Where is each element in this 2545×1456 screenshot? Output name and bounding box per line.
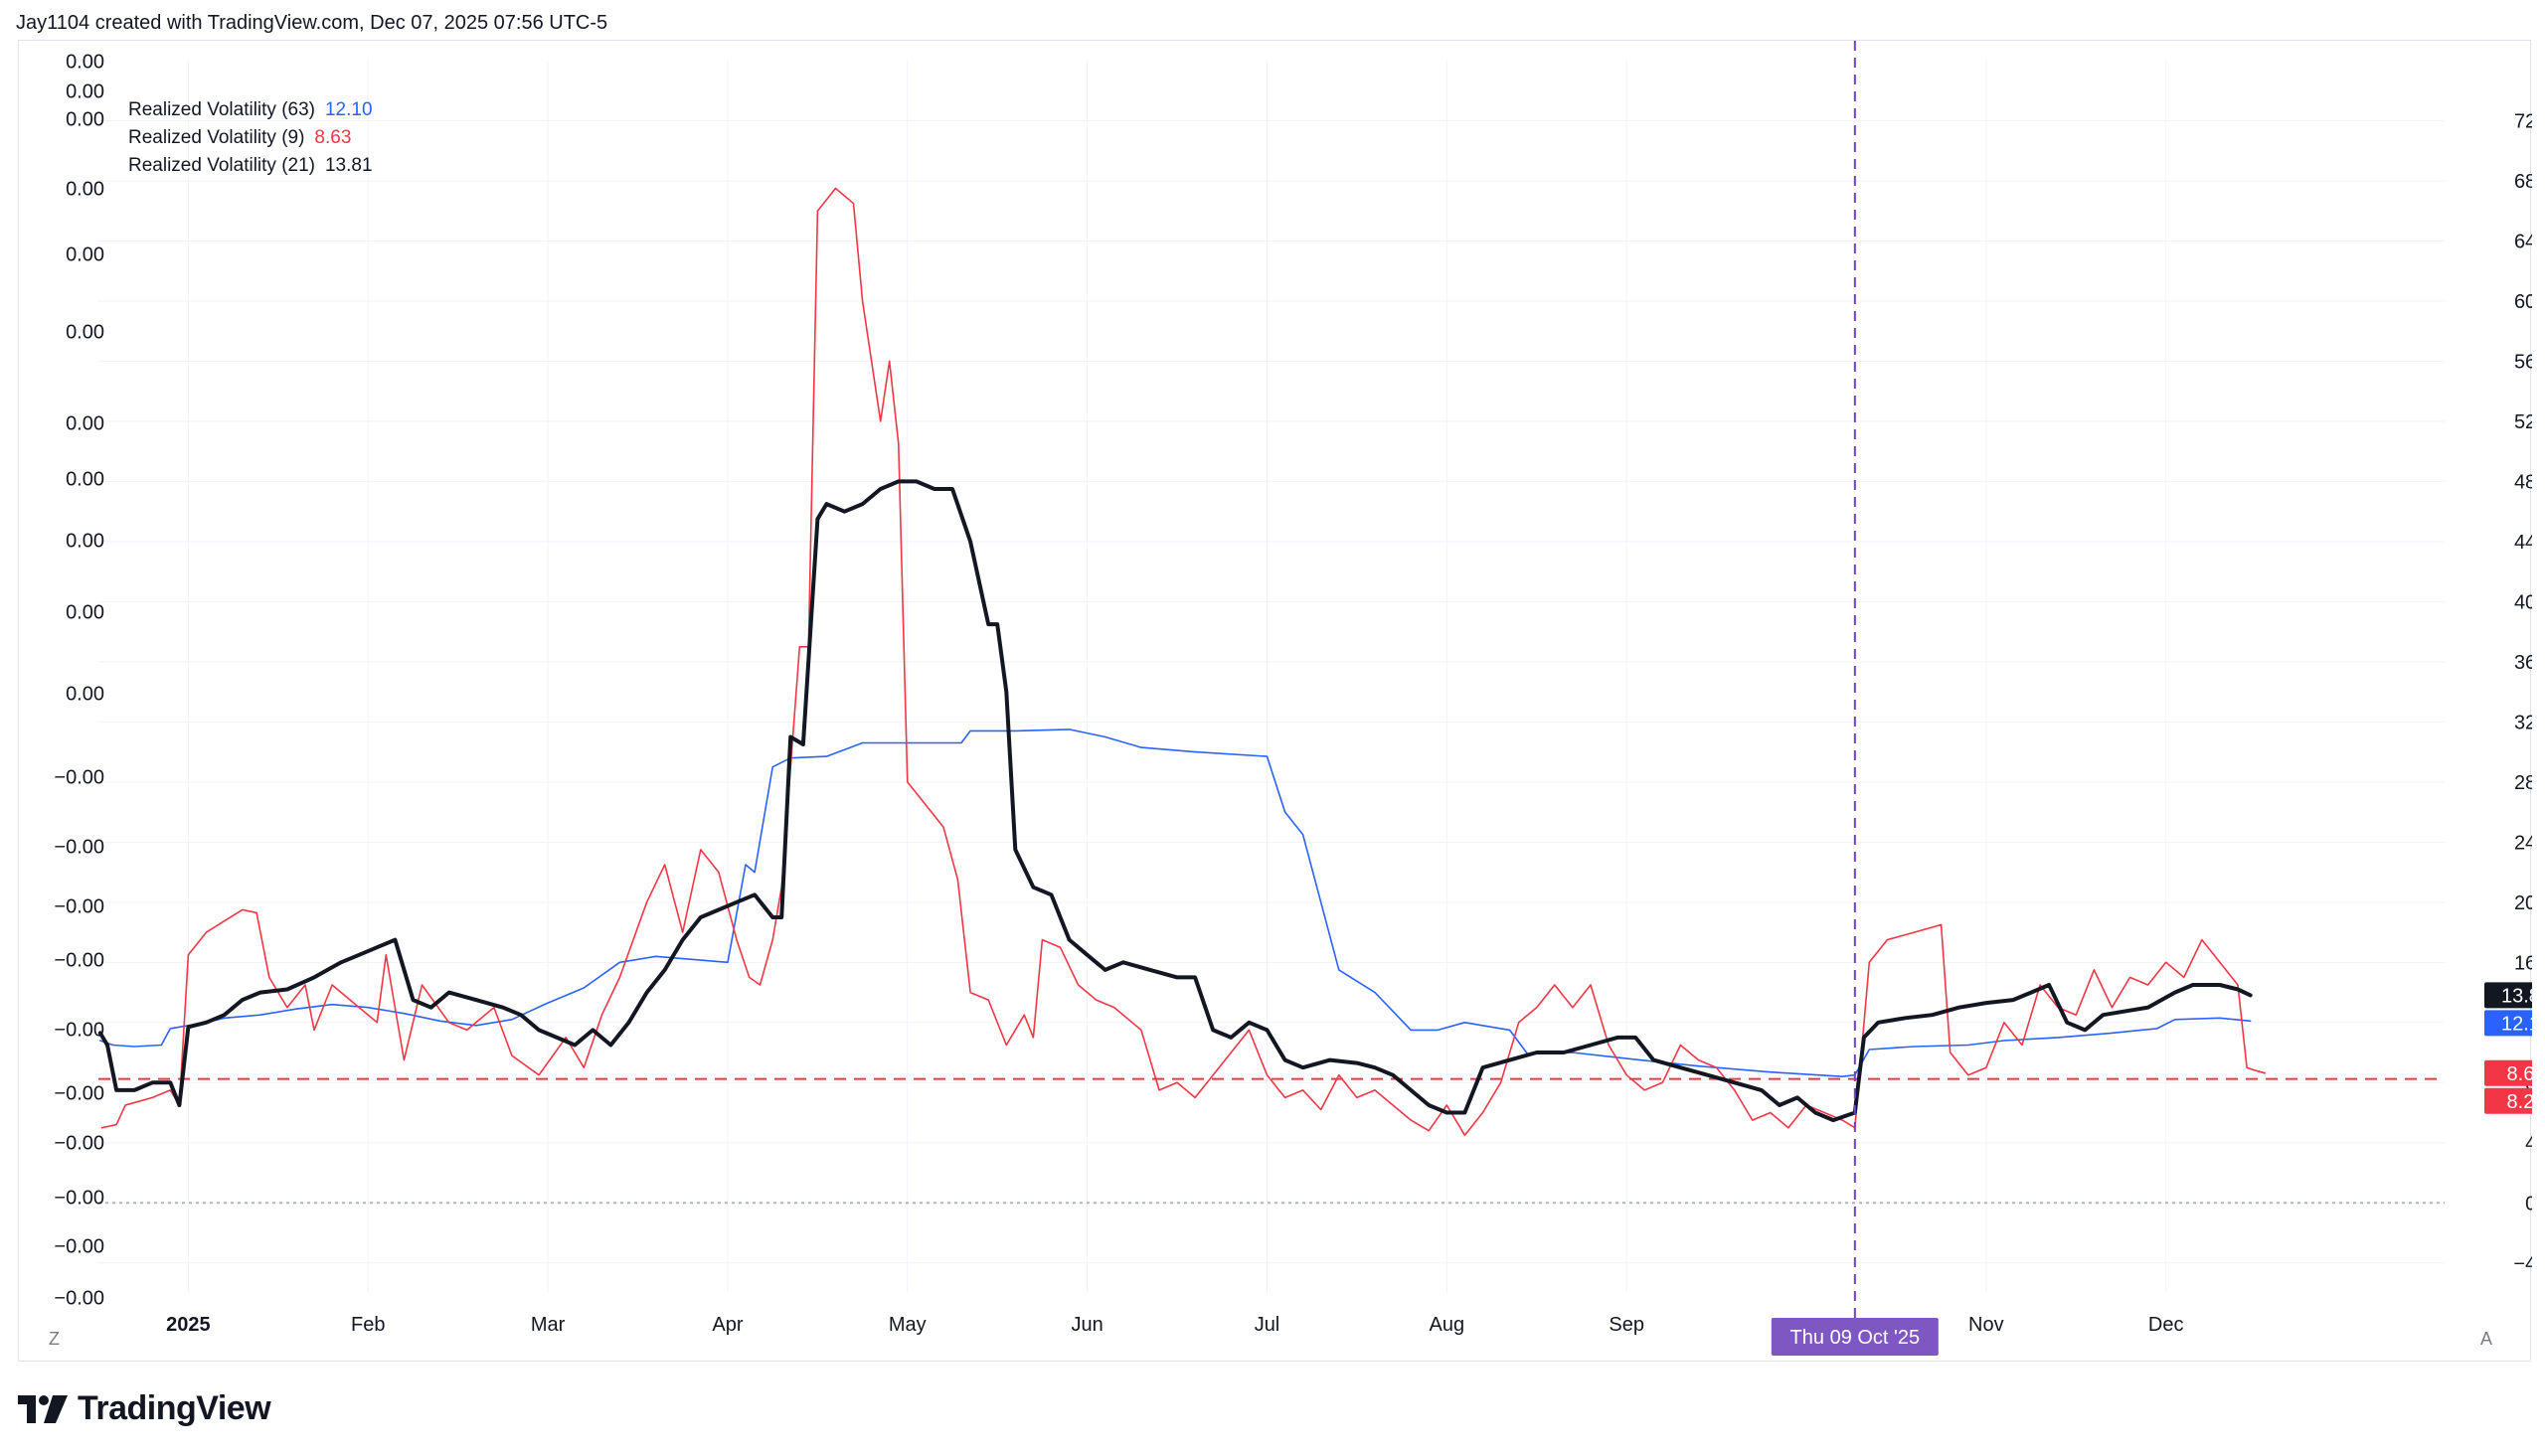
- left-scale-tick-label: −0.00: [54, 1187, 104, 1210]
- left-scale-tick-label: 0.00: [66, 51, 104, 74]
- left-scale-tick-label: 0.00: [66, 601, 104, 624]
- left-scale-tick-label: 0.00: [66, 178, 104, 201]
- bottom-left-scale-mode-button[interactable]: Z: [49, 1329, 60, 1349]
- y-tick-label: 68.00: [2514, 171, 2532, 193]
- price-badge: [2484, 1087, 2532, 1114]
- y-tick-label: 48.00: [2514, 471, 2532, 493]
- legend-name: Realized Volatility (63): [128, 99, 315, 120]
- legend-value: 8.63: [314, 127, 352, 148]
- price-badge-label: 13.81: [2501, 985, 2532, 1007]
- x-tick-label: Feb: [351, 1314, 385, 1336]
- y-tick-label: 36.00: [2514, 652, 2532, 674]
- x-tick-label: Aug: [1430, 1314, 1465, 1336]
- y-tick-label: 60.00: [2514, 291, 2532, 313]
- legend-name: Realized Volatility (9): [128, 127, 305, 148]
- chart-frame[interactable]: −4.000.004.008.0012.0016.0020.0024.0028.…: [18, 40, 2532, 1363]
- y-tick-label: 64.00: [2514, 231, 2532, 252]
- left-scale-tick-label: 0.00: [66, 530, 104, 553]
- x-tick-label: Dec: [2148, 1314, 2184, 1336]
- y-tick-label: 40.00: [2514, 591, 2532, 613]
- y-tick-label: 32.00: [2514, 712, 2532, 733]
- tradingview-logo-icon: [18, 1394, 68, 1423]
- x-tick-label: Jul: [1255, 1314, 1280, 1336]
- price-badge: [2484, 1059, 2532, 1086]
- series-line-rv21[interactable]: [97, 479, 2253, 1123]
- legend-name: Realized Volatility (21): [128, 155, 315, 176]
- y-tick-label: 4.00: [2525, 1133, 2532, 1155]
- y-tick-label: 20.00: [2514, 892, 2532, 914]
- left-scale-tick-label: −0.00: [54, 1082, 104, 1105]
- left-scale-tick-label: 0.00: [66, 321, 104, 344]
- left-scale-tick-label: 0.00: [66, 81, 104, 103]
- left-scale-tick-label: −0.00: [54, 1235, 104, 1258]
- left-scale-tick-label: −0.00: [54, 1287, 104, 1310]
- x-tick-label: Mar: [531, 1314, 566, 1336]
- price-badge-label: 8.63: [2507, 1063, 2532, 1085]
- left-scale-tick-label: −0.00: [54, 895, 104, 918]
- y-tick-label: 28.00: [2514, 772, 2532, 794]
- chart-attribution-header: Jay1104 created with TradingView.com, De…: [16, 12, 608, 34]
- legend-row-rv21[interactable]: Realized Volatility (21) 13.81: [128, 152, 373, 180]
- y-tick-label: 72.00: [2514, 110, 2532, 132]
- x-tick-label: 2025: [166, 1314, 211, 1336]
- y-tick-label: 24.00: [2514, 832, 2532, 854]
- auto-scale-button[interactable]: A: [2480, 1329, 2493, 1349]
- left-scale-tick-label: −0.00: [54, 1132, 104, 1155]
- price-badge: [2484, 982, 2532, 1009]
- tradingview-brand[interactable]: TradingView: [18, 1389, 271, 1428]
- series-line-rv9[interactable]: [100, 187, 2266, 1136]
- crosshair-date-label: Thu 09 Oct '25: [1790, 1327, 1921, 1349]
- legend-value: 13.81: [324, 155, 373, 176]
- price-badge: [2484, 1010, 2532, 1037]
- y-tick-label: 56.00: [2514, 351, 2532, 373]
- price-badge-label: 12.10: [2501, 1013, 2532, 1035]
- y-tick-label: −4.00: [2513, 1253, 2532, 1275]
- left-scale-tick-label: 0.00: [66, 243, 104, 266]
- y-tick-label: 0.00: [2525, 1193, 2532, 1214]
- legend-row-rv63[interactable]: Realized Volatility (63) 12.10: [128, 96, 373, 124]
- price-badge-label: 8.24: [2507, 1091, 2532, 1113]
- left-scale-tick-label: 0.00: [66, 683, 104, 706]
- x-tick-label: Nov: [1968, 1314, 2004, 1336]
- left-price-scale[interactable]: 0.00 0.00 0.00 0.00 0.00 0.00 0.00 0.00 0.00 0.00…: [19, 41, 118, 1363]
- left-scale-tick-label: 0.00: [66, 468, 104, 491]
- left-scale-tick-label: 0.00: [66, 108, 104, 131]
- brand-text: TradingView: [78, 1389, 271, 1427]
- left-scale-tick-label: −0.00: [54, 1019, 104, 1042]
- legend-value: 12.10: [324, 99, 373, 120]
- x-tick-label: May: [889, 1314, 927, 1336]
- x-tick-label: Apr: [712, 1314, 743, 1336]
- y-tick-label: 52.00: [2514, 411, 2532, 433]
- series-line-rv63[interactable]: [99, 728, 2252, 1077]
- left-scale-tick-label: 0.00: [66, 412, 104, 435]
- left-scale-tick-label: −0.00: [54, 836, 104, 859]
- left-scale-tick-label: −0.00: [54, 949, 104, 972]
- chart-legend: Realized Volatility (63) 12.10 Realized V…: [128, 96, 373, 180]
- legend-row-rv9[interactable]: Realized Volatility (9) 8.63: [128, 124, 373, 152]
- y-tick-label: 16.00: [2514, 952, 2532, 974]
- chart-canvas[interactable]: −4.000.004.008.0012.0016.0020.0024.0028.…: [19, 41, 2532, 1363]
- crosshair-date-badge: [1771, 1318, 1939, 1356]
- y-tick-label: 44.00: [2514, 532, 2532, 554]
- left-scale-tick-label: −0.00: [54, 766, 104, 789]
- x-tick-label: Jun: [1072, 1314, 1103, 1336]
- x-tick-label: Sep: [1609, 1314, 1644, 1336]
